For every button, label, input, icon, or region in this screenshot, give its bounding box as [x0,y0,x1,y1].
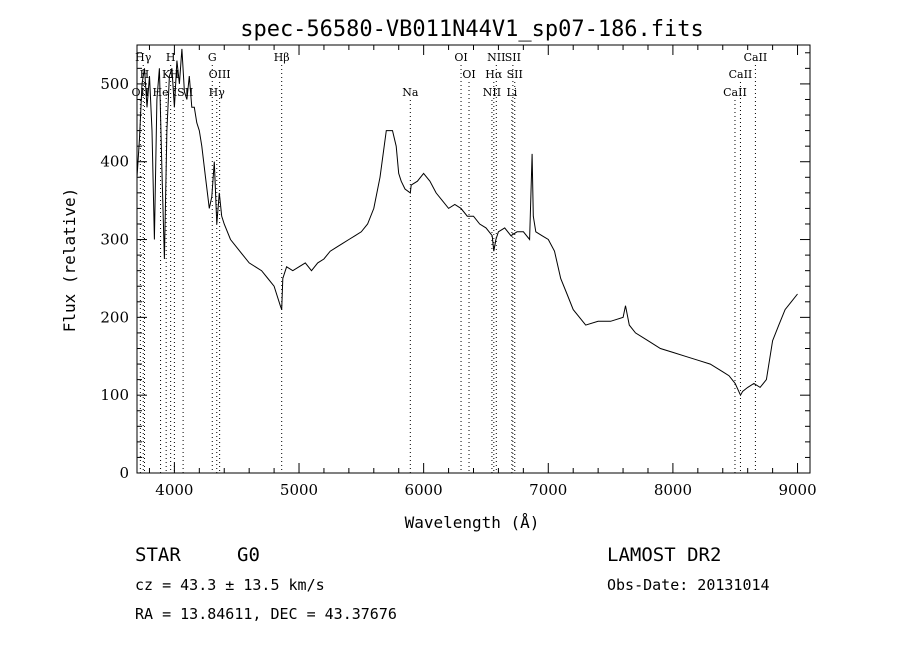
y-axis-label: Flux (relative) [60,188,79,333]
x-axis: 4000 5000 6000 7000 8000 9000 [148,45,817,499]
x-tick-label-7000: 7000 [529,481,567,499]
coordinates-text: RA = 13.84611, DEC = 43.37676 [135,605,397,623]
line-label-7: NII [487,51,505,64]
y-tick-label-0: 0 [119,464,129,482]
x-tick-label-9000: 9000 [778,481,816,499]
line-label-6: OI [462,68,475,81]
survey-name: LAMOST DR2 [607,544,721,566]
redshift-text: cz = 43.3 ± 13.5 km/s [135,576,325,594]
x-tick-label-6000: 6000 [405,481,443,499]
x-tick-label-4000: 4000 [155,481,193,499]
line-label-15: CaII [723,86,747,99]
y-tick-label-100: 100 [100,386,129,404]
y-tick-label-300: 300 [100,231,129,249]
line-label-17: H [166,51,176,64]
x-tick-label-8000: 8000 [654,481,692,499]
line-label-5: OI [454,51,467,64]
line-label-13: CaII [744,51,768,64]
line-label-16: Hγ [135,51,152,64]
y-axis: 0 100 200 300 400 500 [100,52,810,482]
line-label-22: He [153,86,169,99]
y-tick-label-400: 400 [100,153,129,171]
object-subclass: G0 [237,544,260,566]
line-label-14: CaII [729,68,753,81]
line-label-10: SII [507,68,523,81]
line-label-0: Hγ [209,86,226,99]
spectral-line-markers [139,65,756,473]
y-tick-label-500: 500 [100,75,129,93]
obs-date-text: Obs-Date: 20131014 [607,576,770,594]
line-label-4: Na [402,86,419,99]
y-tick-label-200: 200 [100,308,129,326]
x-tick-label-5000: 5000 [280,481,318,499]
line-label-19: K [162,68,171,81]
line-label-9: Hα [485,68,503,81]
chart-title: spec-56580-VB011N44V1_sp07-186.fits [240,17,704,42]
line-label-2: G [208,51,217,64]
x-axis-label: Wavelength (Å) [405,513,540,532]
object-class: STAR [135,544,181,566]
line-label-1: Hβ [274,51,290,64]
plot-frame [136,44,811,474]
line-label-11: NII [483,86,501,99]
series-line-flux [136,48,798,397]
line-label-3: OIII [209,68,231,81]
line-label-20: H [170,68,180,81]
line-label-8: SII [505,51,521,64]
line-label-12: Li [506,86,517,99]
line-label-21: OII [132,86,150,99]
